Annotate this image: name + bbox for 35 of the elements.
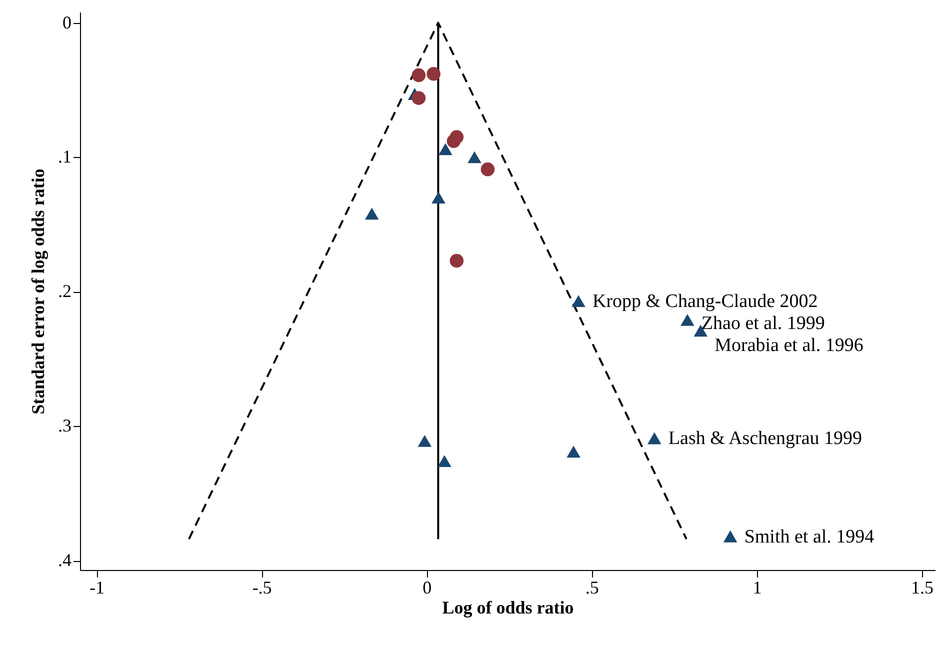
point — [446, 134, 461, 148]
x-axis-title: Log of odds ratio — [442, 598, 574, 618]
point — [468, 151, 482, 164]
y-tick-label: .1 — [58, 146, 72, 167]
point — [438, 143, 452, 156]
point — [432, 192, 446, 204]
y-tick-label: .3 — [58, 416, 72, 436]
annotation: Zhao et al. 1999 — [701, 313, 825, 334]
y-axis-title: Standard error of log odds ratio — [28, 168, 48, 414]
x-tick-label: .5 — [585, 578, 599, 598]
annotation: Smith et al. 1994 — [744, 526, 875, 548]
y-tick-label: .2 — [58, 281, 72, 302]
x-tick-label: -1 — [90, 578, 105, 598]
x-tick-label: 1.5 — [911, 578, 934, 598]
x-tick-label: 1 — [752, 578, 762, 598]
point — [572, 295, 586, 308]
point — [723, 530, 738, 542]
x-tick-label: -.5 — [252, 578, 272, 598]
point — [648, 432, 662, 444]
y-tick-label: 0 — [62, 12, 72, 32]
point — [364, 208, 379, 220]
point — [418, 434, 432, 447]
point — [412, 91, 426, 105]
point — [480, 162, 495, 176]
point — [438, 455, 452, 468]
point — [426, 66, 440, 81]
y-tick-label: .4 — [58, 550, 72, 570]
annotation: Kropp & Chang-Claude 2002 — [592, 291, 818, 312]
point — [566, 446, 580, 458]
annotation: Morabia et al. 1996 — [714, 335, 864, 356]
x-tick-label: 0 — [422, 578, 432, 598]
annotation: Lash & Aschengrau 1999 — [668, 428, 862, 450]
point — [450, 254, 464, 268]
point — [412, 68, 426, 82]
point — [680, 314, 694, 326]
